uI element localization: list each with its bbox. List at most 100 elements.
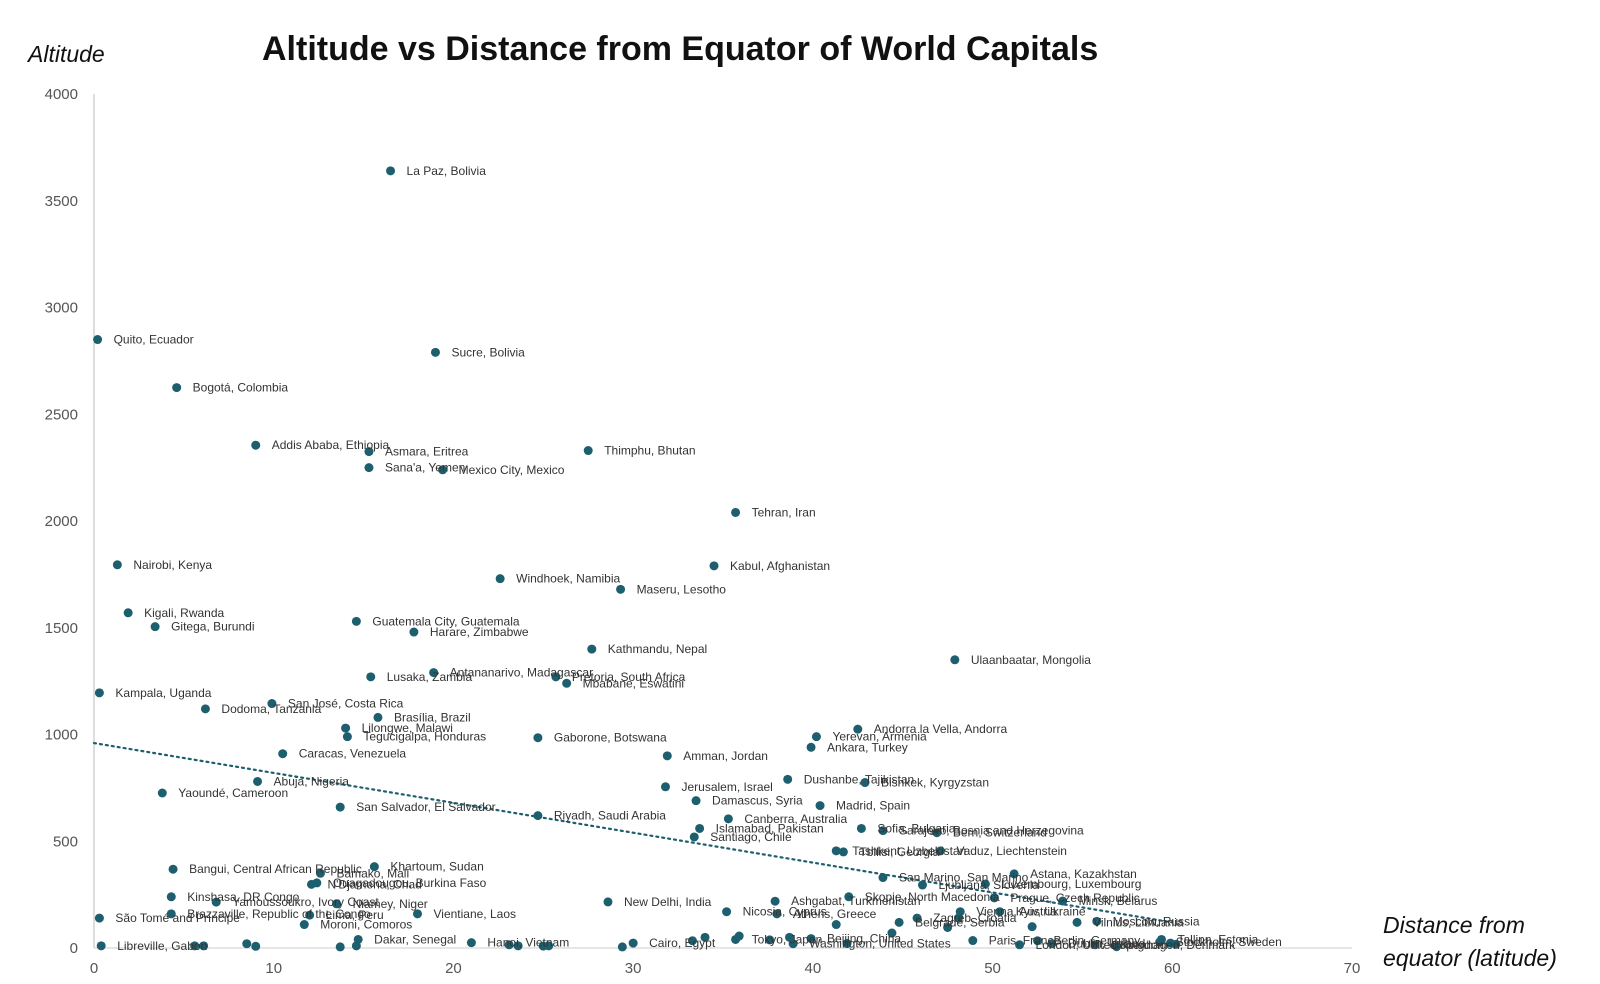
point-label: Zagreb, Croatia [933,911,1017,925]
y-tick-label: 3000 [45,300,78,317]
data-point [616,584,626,594]
point-label: Addis Ababa, Ethiopia [272,438,390,452]
point-label: Paris, France [989,934,1061,948]
data-point [1171,939,1181,949]
data-point [166,909,176,919]
data-point [373,712,383,722]
y-tick-label: 3500 [45,193,78,210]
data-point [662,751,672,761]
point-label: Moroni, Comoros [320,918,412,932]
data-point [1090,940,1100,950]
point-label: Prague, Czech Republic [1010,891,1139,905]
data-point [364,463,374,473]
data-point [533,733,543,743]
point-label: Quito, Ecuador [114,333,194,347]
point-label: Thimphu, Bhutan [604,444,695,458]
point-label: Nairobi, Kenya [133,558,212,572]
data-point [583,446,593,456]
point-label: Minsk, Belarus [1079,894,1158,908]
axis-ticks: 0 10 20 30 40 50 60 70 0 500 1000 1500 2000 2500 3000 3… [45,86,1361,977]
point-label: Canberra, Australia [744,812,847,826]
data-point [335,802,345,812]
point-label: Copenhagen, Denmark [1111,938,1236,952]
data-point [935,846,945,856]
data-point [312,878,322,888]
point-label: Sucre, Bolivia [451,345,525,359]
data-point [504,940,514,950]
x-tick-label: 50 [984,960,1001,977]
data-point [878,826,888,836]
point-label: Ouagadougou, Burkina Faso [333,876,487,890]
point-label: Gaborone, Botswana [554,731,667,745]
data-point [278,749,288,759]
data-point [150,622,160,632]
data-point [689,832,699,842]
point-label: Tokyo, Japan [752,932,823,946]
point-label: London, United Kingdom [1036,938,1168,952]
data-point [267,699,277,709]
point-label: Pretoria, South Africa [572,670,686,684]
data-point [950,655,960,665]
data-point [315,868,325,878]
data-point [765,935,775,945]
point-label: Skopje, North Macedonia [865,890,1000,904]
data-point [513,941,523,951]
data-point [1027,922,1037,932]
point-label: Vilnius, Lithuania [1093,915,1184,929]
data-point [305,910,315,920]
data-point [784,932,794,942]
point-label: Dakar, Senegal [374,932,456,946]
data-point [96,941,106,951]
point-label: Stockholm, Sweden [1176,935,1282,949]
data-point [695,823,705,833]
data-point [953,913,963,923]
data-point [968,936,978,946]
data-point [1009,869,1019,879]
x-tick-label: 60 [1164,960,1181,977]
point-label: Nicosia, Cyprus [743,905,827,919]
data-point [1047,939,1057,949]
data-point [815,801,825,811]
point-label: Tegucigalpa, Honduras [363,730,486,744]
x-tick-label: 10 [265,960,282,977]
point-label: Mexico City, Mexico [459,463,565,477]
point-label: Kathmandu, Nepal [608,642,707,656]
point-label: Jerusalem, Israel [681,780,772,794]
point-label: Damascus, Syria [712,794,803,808]
data-point [838,847,848,857]
point-label: Caracas, Venezuela [299,747,407,761]
point-label: Ankara, Turkey [827,740,908,754]
data-point [1155,937,1165,947]
point-label: Sana'a, Yemen [385,461,465,475]
point-label: Dushanbe, Tajikistan [804,772,915,786]
data-point [253,776,263,786]
point-label: Dublin, Ireland [1068,937,1145,951]
y-tick-label: 0 [70,940,78,957]
point-label: Khartoum, Sudan [390,860,483,874]
point-label: Vientiane, Laos [433,907,516,921]
x-tick-label: 30 [625,960,642,977]
point-label: Harare, Zimbabwe [430,625,529,639]
point-label: Antananarivo, Madagascar [450,666,593,680]
point-label: Vaduz, Liechtenstein [956,844,1067,858]
data-point [242,939,252,949]
point-label: Maseru, Lesotho [637,582,727,596]
point-label: Bamako, Mali [336,866,409,880]
point-label: San José, Costa Rica [288,697,404,711]
point-label: Niamey, Niger [353,897,428,911]
data-point [386,166,396,176]
data-point [691,796,701,806]
data-point [94,913,104,923]
point-label: Kampala, Uganda [115,686,211,700]
data-point [495,574,505,584]
point-label: Vienna, Austria [976,905,1057,919]
point-label: Washington, United States [809,937,951,951]
data-point [332,899,342,909]
data-point [734,931,744,941]
data-point [299,920,309,930]
data-point [533,811,543,821]
data-point [887,928,897,938]
point-label: Brazzaville, Republic of the Congo [187,907,371,921]
point-label: Ljubljana, Slovenia [938,878,1039,892]
data-point [190,941,200,951]
